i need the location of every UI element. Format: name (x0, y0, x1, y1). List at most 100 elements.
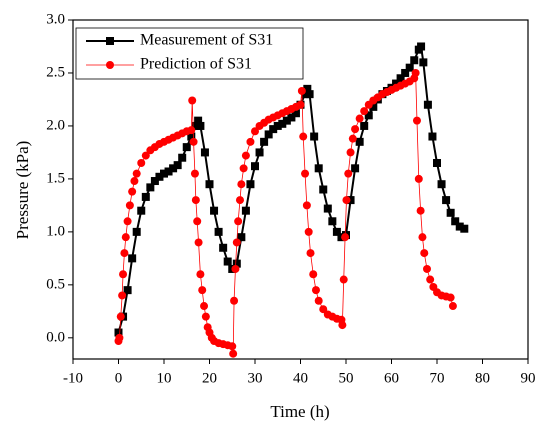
data-point (123, 286, 132, 295)
data-point (128, 187, 137, 196)
data-point (128, 254, 137, 263)
x-axis-label: Time (h) (270, 402, 329, 421)
data-point (360, 107, 369, 116)
data-point (278, 119, 287, 128)
data-point (460, 224, 469, 233)
data-point (351, 164, 360, 173)
data-point (115, 333, 124, 342)
data-point (401, 68, 410, 77)
data-point (428, 132, 437, 141)
data-point (182, 143, 191, 152)
data-point (194, 116, 203, 125)
data-point (130, 177, 139, 186)
x-tick-label: 40 (293, 370, 308, 386)
data-point (234, 217, 243, 226)
data-point (291, 109, 300, 118)
data-point (269, 125, 278, 134)
x-tick-label: 60 (384, 370, 399, 386)
data-point (200, 302, 209, 311)
data-point (305, 90, 314, 99)
data-point (223, 257, 232, 266)
data-point (189, 137, 198, 146)
data-point (451, 217, 460, 226)
data-point (314, 296, 323, 305)
data-point (273, 121, 282, 130)
y-tick-label: 1.5 (46, 170, 65, 186)
data-point (396, 74, 405, 83)
data-point (241, 206, 250, 215)
x-tick-label: 90 (521, 370, 536, 386)
y-axis-label: Pressure (kPa) (13, 141, 32, 240)
data-point (214, 227, 223, 236)
legend-box (75, 27, 304, 80)
data-point (187, 126, 196, 135)
data-point (392, 79, 401, 88)
data-point (132, 169, 141, 178)
data-point (416, 206, 425, 215)
data-point (297, 86, 306, 95)
x-tick-label: 20 (202, 370, 217, 386)
data-point (235, 196, 244, 205)
data-point (422, 264, 431, 273)
data-point (164, 167, 173, 176)
data-point (342, 196, 351, 205)
data-point (123, 217, 132, 226)
y-tick-label: 0.5 (46, 276, 65, 292)
data-point (348, 134, 357, 143)
data-point (364, 111, 373, 120)
data-point (155, 172, 164, 181)
data-point (132, 227, 141, 236)
x-tick-label: 70 (430, 370, 445, 386)
data-point (344, 169, 353, 178)
data-point (314, 164, 323, 173)
data-point (160, 169, 168, 178)
y-tick-label: 1.0 (46, 223, 65, 239)
data-point (196, 121, 205, 130)
series-line (117, 43, 465, 333)
data-point (341, 233, 350, 242)
data-point (125, 201, 134, 210)
data-point (309, 270, 318, 279)
data-point (120, 249, 129, 258)
data-point (338, 321, 347, 330)
data-point (306, 249, 315, 258)
data-point (237, 180, 246, 189)
legend-label: Measurement of S31 (140, 32, 273, 49)
data-point (442, 196, 451, 205)
data-point (423, 100, 432, 109)
data-point (282, 116, 291, 125)
data-point (118, 291, 127, 300)
legend-marker (106, 37, 114, 45)
data-point (410, 56, 419, 65)
x-tick-label: 80 (475, 370, 490, 386)
data-point (264, 130, 273, 139)
data-point (323, 204, 332, 213)
data-point (205, 180, 214, 189)
data-point (169, 164, 178, 173)
legend-label: Prediction of S31 (140, 56, 252, 73)
data-point (119, 270, 128, 279)
data-point (188, 96, 197, 105)
data-point (319, 185, 328, 194)
y-tick-label: 2.0 (46, 117, 65, 133)
data-point (296, 100, 305, 109)
data-point (301, 90, 310, 99)
legend-marker (106, 61, 114, 69)
x-tick-label: 10 (157, 370, 172, 386)
data-point (355, 114, 364, 123)
data-point (287, 113, 296, 122)
data-point (191, 121, 200, 130)
data-point (228, 342, 237, 351)
data-point (150, 177, 159, 186)
data-point (239, 164, 248, 173)
data-point (193, 217, 202, 226)
data-point (116, 312, 125, 321)
x-tick-label: -10 (63, 370, 83, 386)
data-point (411, 68, 420, 77)
data-point (196, 270, 205, 279)
data-point (137, 206, 146, 215)
data-point (412, 116, 421, 125)
data-point (251, 127, 259, 136)
